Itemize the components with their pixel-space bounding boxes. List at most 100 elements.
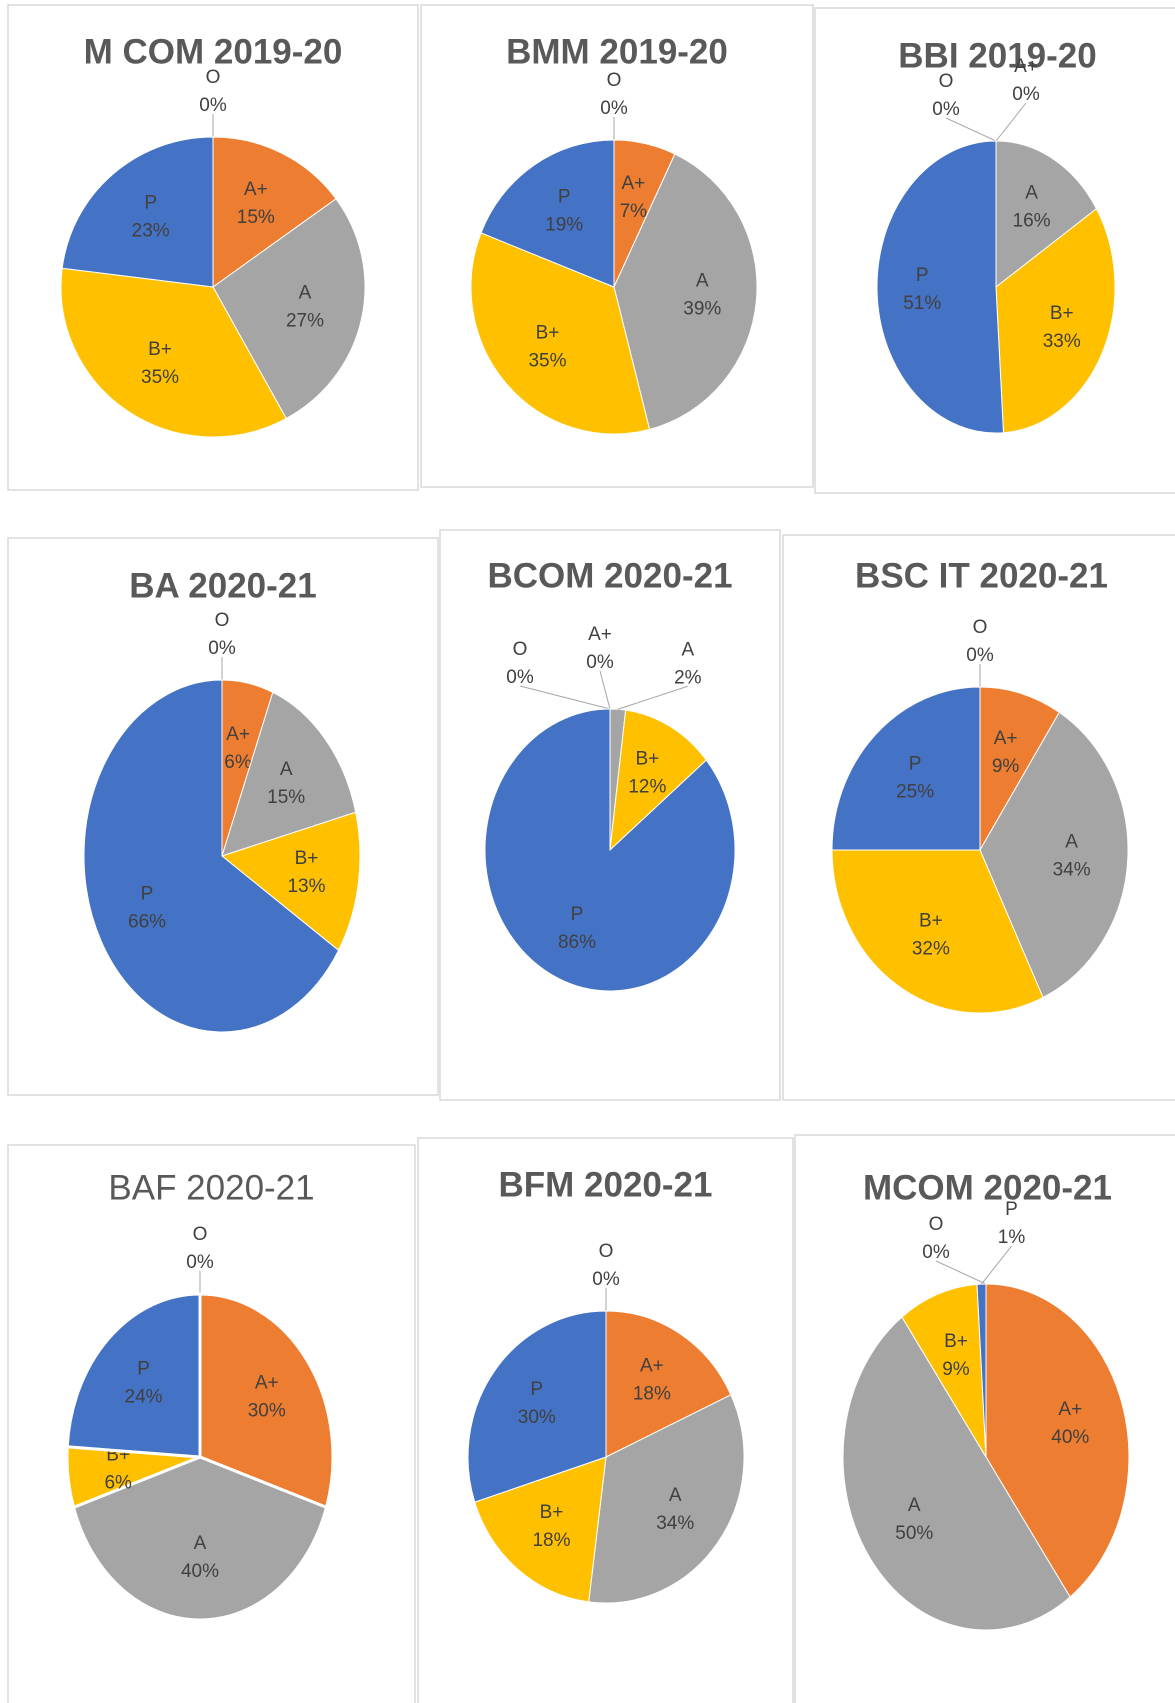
chart-title: BBI 2019-20 xyxy=(898,36,1096,75)
data-label-category: O xyxy=(513,639,528,660)
data-label-category: O xyxy=(215,610,230,631)
data-label-category: A xyxy=(1025,183,1038,204)
data-label-category: O xyxy=(929,1214,944,1235)
data-label-category: P xyxy=(141,884,154,905)
data-label-value: 35% xyxy=(528,350,566,371)
data-label-value: 40% xyxy=(181,1561,219,1582)
data-label-category: A+ xyxy=(588,624,612,645)
data-label-category: O xyxy=(607,70,622,91)
pie-slice xyxy=(83,679,340,1033)
data-label-category: A xyxy=(696,271,709,292)
data-label-category: B+ xyxy=(635,748,659,769)
data-label-category: B+ xyxy=(540,1502,564,1523)
pie-slice xyxy=(484,708,736,992)
leader-line xyxy=(599,670,611,710)
chart-title: BMM 2019-20 xyxy=(506,32,728,71)
data-label-value: 6% xyxy=(224,752,252,773)
data-label-category: P xyxy=(144,192,157,213)
data-label-category: A+ xyxy=(1058,1399,1082,1420)
data-label-category: P xyxy=(137,1358,150,1379)
data-label-category: B+ xyxy=(919,910,943,931)
data-label-value: 25% xyxy=(896,782,934,803)
leader-line xyxy=(617,685,689,710)
data-label-category: A+ xyxy=(226,724,250,745)
leader-line xyxy=(935,1260,987,1285)
data-label-value: 23% xyxy=(132,220,170,241)
data-label-category: O xyxy=(973,617,988,638)
pie-slice xyxy=(60,267,287,438)
data-label-value: 9% xyxy=(942,1359,970,1380)
chart-title: BA 2020-21 xyxy=(129,566,316,605)
pie-slice xyxy=(212,198,366,420)
data-label-value: 18% xyxy=(633,1384,671,1405)
pie-chart: BCOM 2020-21 O 0% A+ 0% A 2% B+ 12% P 86% xyxy=(439,529,781,1101)
pie-chart: BSC IT 2020-21 O 0% A+ 9% A 34% B+ 32% P 25% xyxy=(782,534,1175,1101)
data-label-value: 0% xyxy=(199,95,227,116)
data-label-category: A xyxy=(669,1485,682,1506)
leader-line xyxy=(981,1245,1012,1285)
data-label-value: 2% xyxy=(674,667,702,688)
data-label-value: 50% xyxy=(895,1523,933,1544)
leader-line xyxy=(945,117,997,142)
data-label-value: 32% xyxy=(912,938,950,959)
data-label-value: 12% xyxy=(628,776,666,797)
data-label-value: 40% xyxy=(1051,1427,1089,1448)
data-label-category: P xyxy=(530,1379,543,1400)
data-label-value: 34% xyxy=(1053,859,1091,880)
data-label-value: 0% xyxy=(922,1242,950,1263)
data-label-category: P xyxy=(1005,1199,1018,1220)
pie-slice xyxy=(470,232,651,435)
pie-slice xyxy=(605,1310,732,1458)
pie-slice xyxy=(198,1292,335,1510)
chart-title: BFM 2020-21 xyxy=(499,1165,713,1204)
data-label-category: O xyxy=(206,67,221,88)
pie-slice xyxy=(995,140,1098,289)
data-label-value: 9% xyxy=(992,756,1020,777)
data-label-value: 0% xyxy=(506,667,534,688)
pie-slice xyxy=(985,1283,1130,1598)
pie-slice xyxy=(467,1310,607,1503)
data-label-value: 1% xyxy=(998,1227,1026,1248)
pie-slice xyxy=(61,136,214,288)
data-label-value: 51% xyxy=(903,293,941,314)
data-label-value: 0% xyxy=(966,645,994,666)
data-label-value: 0% xyxy=(186,1252,214,1273)
data-label-category: P xyxy=(916,265,929,286)
pie-slice xyxy=(474,1456,607,1603)
pie-slice xyxy=(480,139,615,288)
pie-slice xyxy=(979,686,1060,852)
pie-slice xyxy=(71,1455,329,1622)
pie-chart: BFM 2020-21 O 0% A+ 18% A 34% B+ 18% P 30% xyxy=(417,1137,794,1703)
data-label-value: 24% xyxy=(125,1386,163,1407)
data-label-value: 0% xyxy=(592,1269,620,1290)
data-label-value: 16% xyxy=(1013,211,1051,232)
pie-slice xyxy=(876,140,1004,434)
chart-title: BAF 2020-21 xyxy=(108,1168,314,1207)
data-label-category: P xyxy=(909,754,922,775)
data-label-category: O xyxy=(939,71,954,92)
data-label-category: P xyxy=(571,904,584,925)
pie-chart: M COM 2019-20O 0% A+ 15% A 27% B+ 35% P 23% xyxy=(7,4,419,491)
data-label-value: 66% xyxy=(128,912,166,933)
data-label-value: 19% xyxy=(545,215,583,236)
data-label-category: B+ xyxy=(1050,303,1074,324)
pie-slice xyxy=(831,849,1044,1014)
pie-slice xyxy=(901,1283,987,1458)
data-label-category: O xyxy=(599,1241,614,1262)
pie-slice xyxy=(588,1394,745,1604)
pie-chart: BBI 2019-20O 0% A+ 0% A 16% B+ 33% P 51% xyxy=(814,7,1175,494)
data-label-category: B+ xyxy=(536,322,560,343)
data-label-value: 0% xyxy=(586,652,614,673)
pie-slice xyxy=(212,136,337,288)
data-label-value: 30% xyxy=(518,1407,556,1428)
pie-slice xyxy=(609,709,707,852)
data-label-category: A+ xyxy=(640,1356,664,1377)
chart-title: BSC IT 2020-21 xyxy=(855,556,1108,595)
chart-title: M COM 2019-20 xyxy=(84,32,343,71)
data-label-category: A+ xyxy=(255,1373,279,1394)
data-label-value: 18% xyxy=(532,1530,570,1551)
pie-slice xyxy=(613,153,758,430)
chart-title: MCOM 2020-21 xyxy=(863,1168,1112,1207)
